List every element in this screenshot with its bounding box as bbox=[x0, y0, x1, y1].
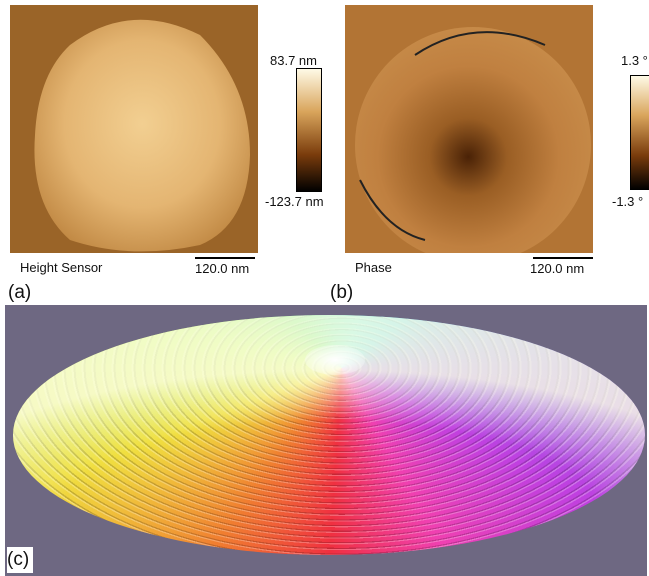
panel-label: (a) bbox=[8, 282, 31, 304]
colorbar-min: -123.7 nm bbox=[265, 194, 324, 209]
scale-bar bbox=[533, 257, 593, 259]
height-image bbox=[10, 5, 258, 253]
figure: {"panels": [ {"label": "(a)", "caption":… bbox=[0, 0, 649, 576]
colorbar-min: -1.3 ° bbox=[612, 194, 643, 209]
scale-bar-label: 120.0 nm bbox=[195, 261, 249, 276]
colorbar-max: 83.7 nm bbox=[270, 53, 317, 68]
colorbar-phase bbox=[630, 75, 649, 190]
panel-label: (c) bbox=[7, 549, 29, 571]
scale-bar-label: 120.0 nm bbox=[530, 261, 584, 276]
phase-image bbox=[345, 5, 593, 253]
panel-label: (b) bbox=[330, 282, 353, 304]
colorbar-height bbox=[296, 68, 322, 192]
vortex-core bbox=[305, 345, 365, 375]
vortex-render: (c) bbox=[5, 305, 647, 576]
scale-bar bbox=[195, 257, 255, 259]
caption: Height Sensor bbox=[20, 260, 102, 275]
caption: Phase bbox=[355, 260, 392, 275]
colorbar-max: 1.3 ° bbox=[621, 53, 648, 68]
